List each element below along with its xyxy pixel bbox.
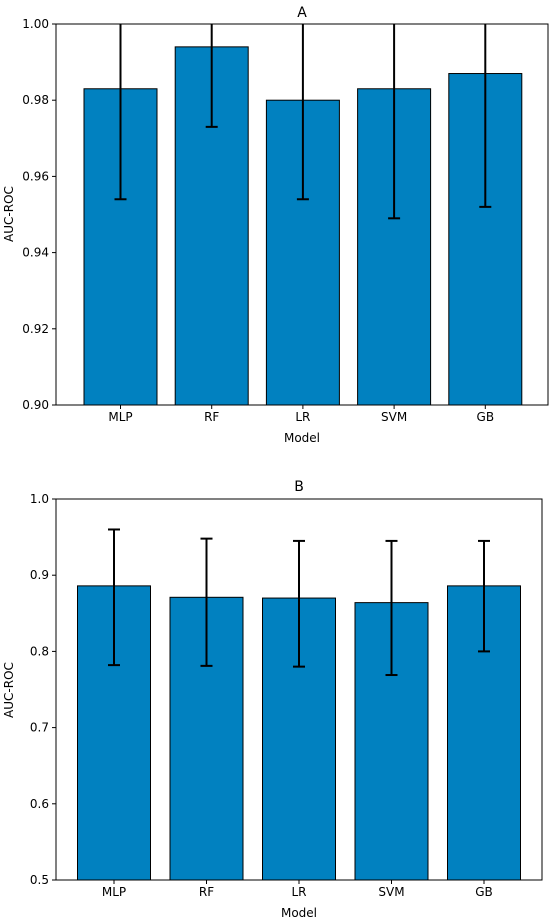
chart-a-y-tick-label: 0.98 [22,93,49,107]
chart-a-y-axis-label: AUC-ROC [2,186,16,242]
chart-b-x-axis: MLP RF LR SVM GB [102,880,493,899]
chart-a-x-tick-label: RF [204,410,219,424]
chart-a-y-tick-label: 0.94 [22,246,49,260]
chart-b-x-tick-label: RF [199,885,214,899]
chart-a-y-tick-label: 0.92 [22,322,49,336]
chart-a: A 0.900.920.940.960.981.00 MLP RF LR SVM GB … [2,5,549,445]
chart-b-error-bar-lr [293,539,305,668]
chart-b-error-bar-mlp [108,528,120,667]
chart-b-error-bar-gb [478,539,490,653]
chart-a-error-bar-rf [205,24,218,128]
chart-a-x-tick-label: GB [477,410,495,424]
chart-b-x-axis-label: Model [281,906,317,920]
chart-a-y-tick-label: 0.90 [22,398,49,412]
chart-a-error-bar-svm [388,24,401,220]
chart-b-x-tick-label: GB [475,885,493,899]
chart-a-y-tick-label: 1.00 [22,17,49,31]
chart-b-y-tick-label: 0.5 [30,873,49,887]
chart-a-x-axis: MLP RF LR SVM GB [108,405,494,424]
chart-b-y-tick-label: 0.8 [30,644,49,658]
chart-b-y-axis-label: AUC-ROC [2,662,16,718]
chart-b-y-tick-label: 0.9 [30,568,49,582]
chart-a-title: A [297,5,307,21]
chart-a-x-tick-label: MLP [108,410,132,424]
chart-b-x-tick-label: LR [291,885,306,899]
chart-a-error-bar-mlp [114,24,127,201]
chart-a-x-tick-label: LR [295,410,310,424]
chart-a-plot-frame [55,23,549,406]
chart-b-y-tick-label: 0.6 [30,797,49,811]
chart-b-y-tick-label: 0.7 [30,721,49,735]
chart-b-error-bar-rf [200,537,213,667]
chart-b-title: B [294,479,304,495]
chart-b-x-tick-label: SVM [378,885,404,899]
chart-a-y-axis: 0.90 0.92 0.94 0.96 0.98 1.00 [22,17,56,412]
chart-b-error-bar-svm [385,539,398,677]
chart-a-error-bar-gb [479,24,492,208]
chart-b-y-axis: 0.5 0.6 0.7 0.8 0.9 1.0 [30,492,56,887]
chart-a-error-bars [114,24,492,220]
chart-a-x-tick-label: SVM [381,410,407,424]
chart-a-y-tick-label: 0.96 [22,169,49,183]
chart-a-error-bar-lr [296,24,309,201]
chart-b-error-bars [108,528,490,677]
chart-a-x-axis-label: Model [284,431,320,445]
chart-b-x-tick-label: MLP [102,885,126,899]
chart-b-y-tick-label: 1.0 [30,492,49,506]
chart-b: B 0.50.60.70.80.91.0 MLP RF LR SVM GB Model … [2,479,543,920]
